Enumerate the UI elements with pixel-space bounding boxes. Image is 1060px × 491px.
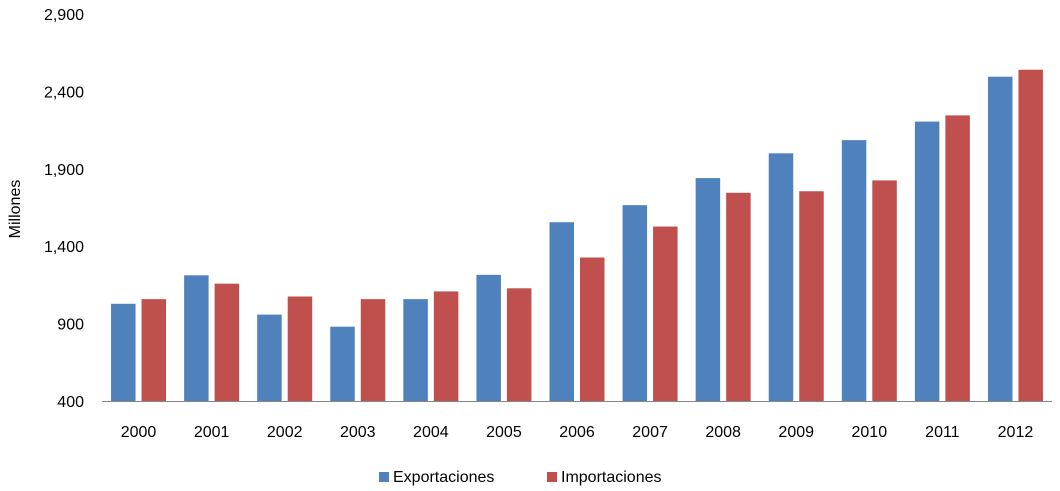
x-tick-label: 2006 <box>559 424 595 441</box>
x-axis: 2000 2001 2002 2003 2004 2005 2006 2007 2008 2009… <box>121 424 1034 441</box>
y-tick-label: 900 <box>57 317 84 334</box>
legend-label-importaciones: Importaciones <box>561 469 662 486</box>
bar-exportaciones-2000 <box>111 303 136 401</box>
bar-exportaciones-2010 <box>841 140 867 402</box>
bar-importaciones-2000 <box>141 299 167 401</box>
y-tick-label: 1,400 <box>44 239 84 256</box>
y-axis-title-group: Millones <box>7 180 24 239</box>
bar-exportaciones-2009 <box>768 153 794 401</box>
x-tick-label: 2008 <box>705 424 741 441</box>
bar-exportaciones-2011 <box>914 121 940 401</box>
y-tick-label: 400 <box>57 394 84 411</box>
x-tick-label: 2002 <box>267 424 303 441</box>
y-axis: 400 900 1,400 1,900 2,400 2,900 <box>44 7 84 411</box>
bar-exportaciones-2002 <box>257 314 282 401</box>
x-tick-label: 2003 <box>340 424 376 441</box>
bar-exportaciones-2012 <box>987 76 1013 401</box>
x-tick-label: 2012 <box>998 424 1034 441</box>
bar-importaciones-2006 <box>580 257 605 401</box>
legend-swatch-exportaciones <box>379 472 389 482</box>
x-tick-label: 2005 <box>486 424 522 441</box>
bar-exportaciones-2007 <box>622 205 648 401</box>
x-tick-label: 2010 <box>852 424 888 441</box>
x-tick-label: 2007 <box>632 424 668 441</box>
bar-importaciones-2008 <box>726 192 751 401</box>
x-tick-label: 2009 <box>778 424 814 441</box>
bar-importaciones-2011 <box>945 115 970 402</box>
bar-importaciones-2002 <box>287 296 313 401</box>
bar-exportaciones-2004 <box>403 299 428 401</box>
bar-importaciones-2010 <box>872 180 897 401</box>
legend-swatch-importaciones <box>547 472 557 482</box>
bar-importaciones-2004 <box>433 291 459 401</box>
x-tick-label: 2011 <box>925 424 960 441</box>
bar-exportaciones-2003 <box>330 326 355 401</box>
bar-exportaciones-2005 <box>476 274 501 401</box>
bar-importaciones-2005 <box>506 288 532 401</box>
bar-exportaciones-2008 <box>695 178 721 401</box>
x-tick-label: 2004 <box>413 424 449 441</box>
y-tick-label: 2,900 <box>44 7 84 24</box>
x-tick-label: 2000 <box>121 424 157 441</box>
bar-importaciones-2012 <box>1018 69 1043 401</box>
bar-importaciones-2009 <box>799 191 824 401</box>
legend-label-exportaciones: Exportaciones <box>393 469 494 486</box>
bars <box>111 69 1043 402</box>
bar-importaciones-2003 <box>360 299 386 401</box>
y-tick-label: 2,400 <box>44 84 84 101</box>
legend: Exportaciones Importaciones <box>379 469 662 486</box>
bar-exportaciones-2006 <box>549 222 574 401</box>
bar-importaciones-2001 <box>214 283 240 401</box>
y-axis-title: Millones <box>7 180 24 239</box>
bar-importaciones-2007 <box>653 226 678 401</box>
bar-exportaciones-2001 <box>184 275 209 401</box>
x-tick-label: 2001 <box>194 424 230 441</box>
y-tick-label: 1,900 <box>44 162 84 179</box>
